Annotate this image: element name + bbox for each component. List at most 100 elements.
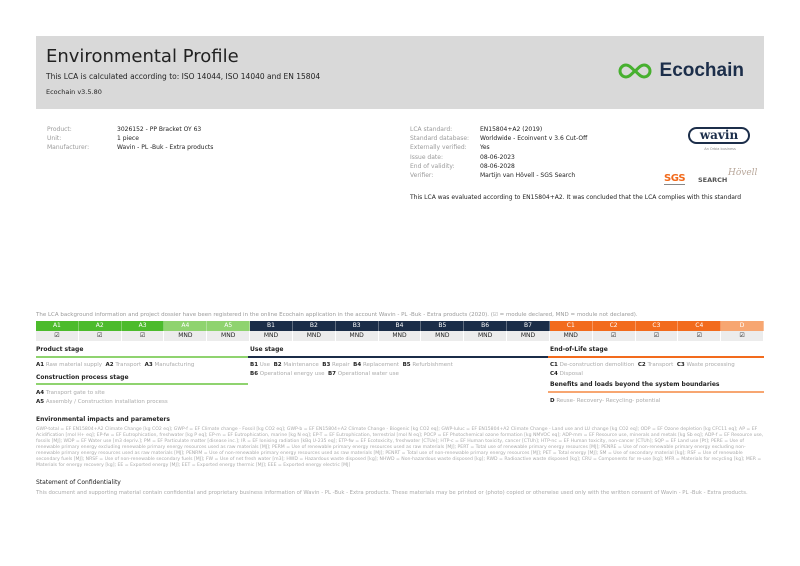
use-stage-desc: B1 Use B2 Maintenance B3 Repair B4 Repla… bbox=[250, 361, 490, 378]
sgs-logo: SGS bbox=[664, 173, 686, 185]
info-value: Worldwide - Ecoinvent v 3.6 Cut-Off bbox=[480, 135, 588, 143]
module-b1-status: MND bbox=[250, 331, 293, 341]
info-label: Verifier: bbox=[410, 172, 434, 180]
module-b7-status: MND bbox=[507, 331, 550, 341]
info-value: 1 piece bbox=[117, 135, 139, 143]
module-code: C2 bbox=[637, 362, 646, 368]
module-b2-header: B2 bbox=[292, 321, 336, 331]
impacts-abbreviations: GWP-total = EF EN15804+A2 Climate Change… bbox=[36, 427, 764, 468]
module-a3-status: ☑ bbox=[121, 331, 165, 341]
module-description: Transport gate to site bbox=[45, 390, 105, 396]
info-row: Externally verified: Yes bbox=[410, 143, 587, 152]
info-value: Yes bbox=[480, 144, 490, 152]
use-stage-line bbox=[248, 356, 548, 358]
info-row: Unit: 1 piece bbox=[47, 134, 213, 143]
module-description: Operational energy use bbox=[259, 370, 325, 377]
info-label: Issue date: bbox=[410, 153, 443, 161]
info-label: End of validity: bbox=[410, 162, 455, 170]
module-a5-status: MND bbox=[207, 331, 251, 341]
module-description: Refurbishment bbox=[412, 362, 453, 368]
info-row: LCA standard: EN15804+A2 (2019) bbox=[410, 125, 587, 134]
module-c3-header: C3 bbox=[635, 321, 679, 331]
module-code: B4 bbox=[353, 362, 362, 368]
ecochain-logo: Ecochain bbox=[616, 60, 744, 82]
eol-stage-desc: C1 De-construction demolition C2 Transpo… bbox=[550, 361, 764, 378]
info-label: Externally verified: bbox=[410, 144, 467, 152]
wavin-logo: wavin bbox=[688, 127, 750, 144]
stage-item: B5 Refurbishment bbox=[403, 362, 457, 368]
info-value: Martijn van Hövell - SGS Search bbox=[480, 172, 576, 180]
product-info: Product: 3026152 - PP Bracket OY 63 Unit: 1… bbox=[47, 125, 213, 153]
module-description: Transport bbox=[647, 362, 674, 368]
module-a1-header: A1 bbox=[36, 321, 79, 331]
module-code: A1 bbox=[36, 362, 45, 368]
module-description: Disposal bbox=[559, 370, 583, 377]
stage-item: C1 De-construction demolition bbox=[550, 362, 638, 368]
module-description: Reuse- Recovery- Recycling- potential bbox=[556, 398, 661, 404]
confidentiality-text: This document and supporting material co… bbox=[36, 490, 748, 496]
stage-item: D Reuse- Recovery- Recycling- potential bbox=[550, 398, 664, 404]
module-b4-header: B4 bbox=[378, 321, 422, 331]
info-label: LCA standard: bbox=[410, 126, 453, 133]
info-row: Issue date: 08-06-2023 bbox=[410, 153, 587, 162]
module-b7-header: B7 bbox=[507, 321, 550, 331]
module-a1-status: ☑ bbox=[36, 331, 79, 341]
product-stage-desc: A1 Raw material supply A2 Transport A3 M… bbox=[36, 361, 246, 370]
info-label: Product: bbox=[47, 126, 72, 133]
module-b5-status: MND bbox=[421, 331, 465, 341]
module-description: Replacement bbox=[362, 362, 400, 368]
beyond-stage-line bbox=[548, 391, 764, 393]
module-a5-header: A5 bbox=[207, 321, 251, 331]
version: Ecochain v3.5.80 bbox=[46, 88, 102, 96]
module-b4-status: MND bbox=[378, 331, 422, 341]
info-label: Unit: bbox=[47, 135, 62, 143]
info-row: Manufacturer: Wavin - PL -Buk - Extra pro… bbox=[47, 143, 213, 152]
info-value: 08-06-2023 bbox=[480, 153, 515, 161]
infinity-chain-icon bbox=[618, 63, 651, 79]
info-value: 3026152 - PP Bracket OY 63 bbox=[117, 126, 202, 133]
module-code: A5 bbox=[36, 398, 45, 405]
info-row: End of validity: 08-06-2028 bbox=[410, 162, 587, 171]
module-description: Maintenance bbox=[283, 362, 319, 368]
wavin-tagline: An Orbia business bbox=[704, 147, 736, 151]
module-description: Manufacturing bbox=[154, 362, 195, 368]
module-c4-header: C4 bbox=[678, 321, 722, 331]
registration-note: The LCA background information and proje… bbox=[36, 312, 638, 318]
module-code: C3 bbox=[676, 362, 685, 368]
use-stage-title: Use stage bbox=[250, 346, 284, 353]
module-code: D bbox=[550, 398, 555, 404]
module-a2-header: A2 bbox=[78, 321, 122, 331]
stage-item: B2 Maintenance bbox=[274, 362, 323, 368]
module-code: B2 bbox=[273, 362, 282, 368]
module-code: C1 bbox=[550, 362, 558, 368]
eol-stage-line bbox=[548, 356, 764, 358]
module-description: Use bbox=[259, 362, 271, 368]
beyond-stage-title: Benefits and loads beyond the system bou… bbox=[550, 381, 720, 388]
page-title: Environmental Profile bbox=[46, 46, 239, 67]
construction-stage-title: Construction process stage bbox=[36, 374, 129, 381]
module-code: B1 bbox=[250, 362, 259, 368]
verifier-signature: Hövell bbox=[728, 168, 758, 178]
info-label: Standard database: bbox=[410, 135, 470, 143]
module-code: B3 bbox=[322, 362, 331, 368]
stage-item: B7 Operational water use bbox=[328, 371, 402, 377]
module-table: A1 ☑ A2 ☑ A3 ☑ A4 MND A5 MND B1 MND B2 MND B3 MND B4 MND B… bbox=[36, 321, 764, 341]
confidentiality-title: Statement of Confidentiality bbox=[36, 479, 121, 486]
module-description: Operational water use bbox=[337, 370, 399, 377]
module-description: De-construction demolition bbox=[559, 362, 635, 368]
module-code: B5 bbox=[402, 362, 411, 368]
stage-item: B6 Operational energy use bbox=[250, 371, 328, 377]
stage-item: A3 Manufacturing bbox=[145, 362, 198, 368]
module-c1-status: MND bbox=[549, 331, 593, 341]
module-code: A2 bbox=[105, 362, 114, 368]
module-code: A3 bbox=[144, 362, 153, 368]
info-value: Wavin - PL -Buk - Extra products bbox=[117, 144, 214, 152]
impacts-title: Environmental impacts and parameters bbox=[36, 416, 170, 423]
module-c2-header: C2 bbox=[592, 321, 636, 331]
module-c1-header: C1 bbox=[549, 321, 593, 331]
lca-info: LCA standard: EN15804+A2 (2019) Standard d… bbox=[410, 125, 587, 180]
logo-text: Ecochain bbox=[659, 60, 744, 81]
module-b1-header: B1 bbox=[250, 321, 293, 331]
module-description: Repair bbox=[332, 362, 350, 368]
info-row: Product: 3026152 - PP Bracket OY 63 bbox=[47, 125, 213, 134]
